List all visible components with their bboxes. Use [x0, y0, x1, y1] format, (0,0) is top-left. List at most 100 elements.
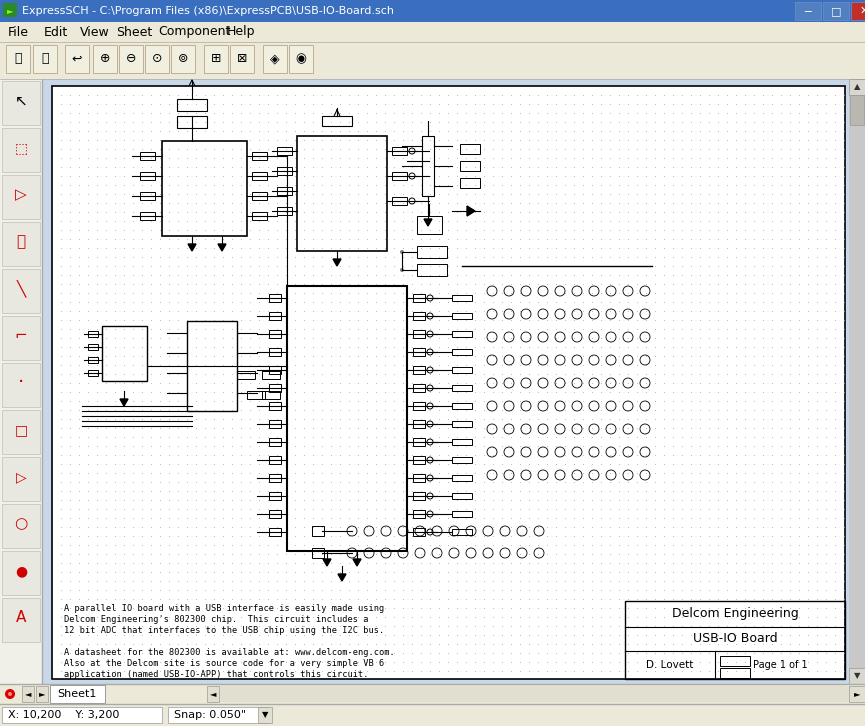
Point	[450, 440, 464, 452]
Point	[729, 378, 743, 389]
Point	[144, 89, 158, 101]
Point	[54, 566, 68, 578]
Bar	[263, 45, 287, 73]
Point	[504, 395, 518, 407]
Point	[774, 368, 788, 380]
Point	[180, 485, 194, 497]
Point	[414, 188, 428, 200]
Point	[72, 512, 86, 523]
Point	[63, 296, 77, 308]
Point	[477, 656, 491, 668]
Point	[558, 116, 572, 128]
Point	[216, 656, 230, 668]
Point	[414, 206, 428, 218]
Point	[711, 638, 725, 650]
Point	[234, 584, 248, 596]
Point	[396, 404, 410, 416]
Point	[90, 395, 104, 407]
Point	[819, 656, 833, 668]
Point	[711, 503, 725, 515]
Point	[441, 593, 455, 605]
Point	[423, 350, 437, 362]
Point	[297, 170, 311, 182]
Point	[405, 620, 419, 632]
Point	[369, 431, 383, 443]
Point	[126, 404, 140, 416]
Point	[684, 333, 698, 344]
Point	[720, 287, 734, 299]
Point	[135, 287, 149, 299]
Point	[144, 423, 158, 434]
Point	[774, 215, 788, 227]
Point	[765, 333, 778, 344]
Point	[657, 485, 671, 497]
Point	[612, 440, 626, 452]
Point	[459, 413, 473, 425]
Point	[828, 359, 842, 371]
Point	[423, 512, 437, 523]
Point	[153, 656, 167, 668]
Point	[396, 378, 410, 389]
Point	[504, 458, 518, 470]
Point	[198, 179, 212, 191]
Point	[252, 575, 266, 587]
Point	[216, 423, 230, 434]
Point	[450, 530, 464, 542]
Point	[306, 611, 320, 623]
Point	[639, 260, 653, 272]
Point	[387, 548, 400, 560]
Point	[126, 278, 140, 290]
Point	[171, 656, 185, 668]
Point	[486, 242, 500, 254]
Point	[243, 503, 257, 515]
Point	[648, 468, 662, 479]
Point	[306, 593, 320, 605]
Point	[360, 557, 374, 568]
Point	[243, 305, 257, 317]
Point	[234, 494, 248, 506]
Point	[468, 278, 482, 290]
Point	[702, 584, 716, 596]
Point	[531, 260, 545, 272]
Point	[288, 566, 302, 578]
Point	[576, 125, 590, 136]
Point	[585, 215, 599, 227]
Point	[378, 512, 392, 523]
Point	[801, 449, 815, 461]
Point	[576, 197, 590, 209]
Point	[261, 287, 275, 299]
Point	[252, 378, 266, 389]
Point	[225, 485, 239, 497]
Point	[333, 378, 347, 389]
Point	[702, 269, 716, 281]
Point	[504, 512, 518, 523]
Point	[234, 557, 248, 568]
Point	[243, 512, 257, 523]
Point	[549, 305, 563, 317]
Point	[108, 170, 122, 182]
Point	[675, 593, 689, 605]
Point	[279, 413, 293, 425]
Point	[153, 269, 167, 281]
Bar	[252, 192, 267, 200]
Point	[432, 314, 446, 326]
Point	[567, 314, 581, 326]
Point	[468, 152, 482, 164]
Point	[531, 188, 545, 200]
Point	[360, 143, 374, 155]
Point	[522, 125, 536, 136]
Point	[657, 341, 671, 353]
Point	[216, 278, 230, 290]
Point	[108, 116, 122, 128]
Point	[729, 395, 743, 407]
Point	[630, 161, 644, 173]
Point	[828, 224, 842, 236]
Point	[126, 575, 140, 587]
Point	[495, 350, 509, 362]
Point	[342, 152, 356, 164]
Point	[819, 305, 833, 317]
Point	[270, 494, 284, 506]
Point	[306, 197, 320, 209]
Point	[612, 242, 626, 254]
Point	[450, 314, 464, 326]
